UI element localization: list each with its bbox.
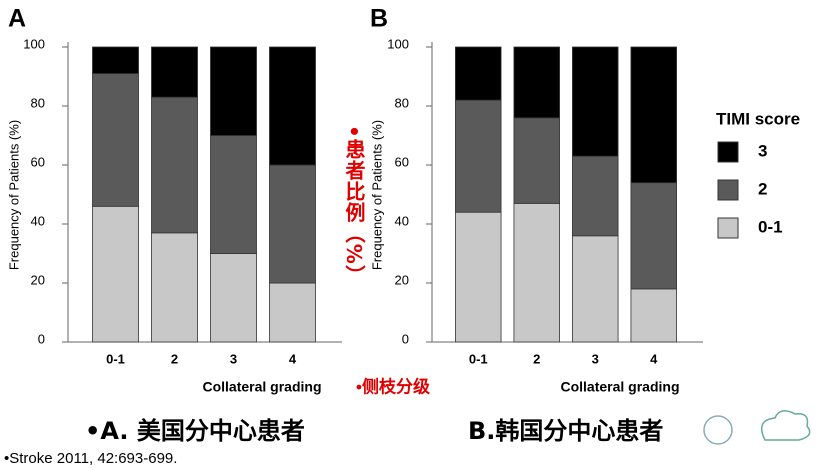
x-axis-label: Collateral grading xyxy=(202,379,321,395)
bar-segment xyxy=(572,155,619,237)
bar-segment xyxy=(455,99,502,213)
y-tick-label: 0 xyxy=(402,331,409,346)
legend-label: 2 xyxy=(758,179,767,198)
panel-label: A xyxy=(8,5,26,33)
y-tick-label: 40 xyxy=(395,213,409,228)
y-tick-label: 20 xyxy=(31,272,45,287)
bar-segment xyxy=(572,235,619,343)
y-note: •患者比例（%） xyxy=(342,125,366,286)
caption: •A. 美国分中心患者 xyxy=(85,417,305,445)
panel-label: B xyxy=(370,5,388,33)
bar-segment xyxy=(151,232,198,343)
y-tick-label: 80 xyxy=(31,95,45,110)
bar-segment xyxy=(630,182,677,290)
y-tick-label: 40 xyxy=(31,213,45,228)
bar-segment xyxy=(151,96,198,234)
y-tick-label: 60 xyxy=(31,154,45,169)
legend-swatch xyxy=(717,141,739,163)
y-tick-label: 0 xyxy=(38,331,45,346)
x-tick-label: 2 xyxy=(171,351,178,366)
bar-segment xyxy=(513,117,560,204)
logo xyxy=(760,410,811,441)
bar-segment xyxy=(151,46,198,98)
caption: B.韩国分中心患者 xyxy=(468,417,663,445)
x-note: •侧枝分级 xyxy=(356,376,430,396)
x-tick-label: 4 xyxy=(289,351,297,366)
y-tick-label: 100 xyxy=(387,36,409,51)
x-axis-label: Collateral grading xyxy=(560,379,679,395)
x-tick-label: 3 xyxy=(230,351,237,366)
x-tick-label: 0-1 xyxy=(469,351,488,366)
legend-title: TIMI score xyxy=(716,109,800,128)
x-tick-label: 0-1 xyxy=(106,351,125,366)
source: •Stroke 2011, 42:693-699. xyxy=(4,450,177,467)
bar-segment xyxy=(92,205,139,343)
y-tick-label: 20 xyxy=(395,272,409,287)
legend-label: 3 xyxy=(758,141,767,160)
logo xyxy=(703,415,733,445)
bar-segment xyxy=(210,135,257,254)
x-tick-label: 3 xyxy=(592,351,599,366)
legend-swatch xyxy=(717,179,739,201)
bar-segment xyxy=(210,253,257,343)
bar-segment xyxy=(210,46,257,136)
bar-segment xyxy=(572,46,619,157)
legend-swatch xyxy=(717,217,739,239)
bar-segment xyxy=(455,211,502,343)
bar-segment xyxy=(513,46,560,119)
bar-segment xyxy=(630,288,677,343)
x-tick-label: 4 xyxy=(650,351,658,366)
bar-segment xyxy=(455,46,502,101)
x-tick-label: 2 xyxy=(533,351,540,366)
legend-label: 0-1 xyxy=(758,217,783,236)
y-axis-label: Frequency of Patients (%) xyxy=(369,120,384,270)
bar-segment xyxy=(513,202,560,343)
bar-segment xyxy=(269,46,316,166)
y-axis-label: Frequency of Patients (%) xyxy=(6,120,21,270)
y-tick-label: 60 xyxy=(395,154,409,169)
bar-segment xyxy=(269,164,316,284)
y-tick-label: 80 xyxy=(395,95,409,110)
bar-segment xyxy=(269,282,316,343)
y-tick-label: 100 xyxy=(23,36,45,51)
bar-segment xyxy=(92,73,139,207)
bar-segment xyxy=(92,46,139,74)
bar-segment xyxy=(630,46,677,184)
